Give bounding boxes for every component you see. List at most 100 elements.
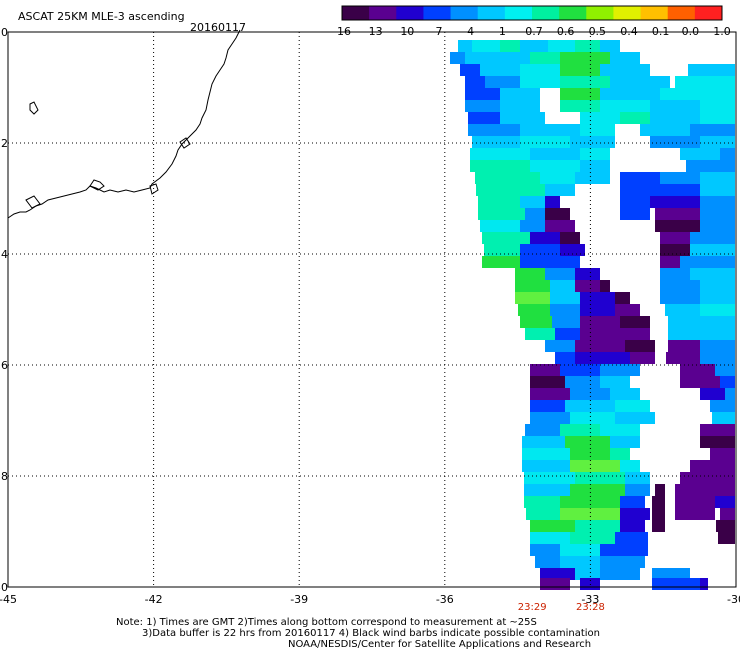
wind-cell	[580, 328, 620, 340]
wind-cell	[580, 160, 610, 172]
wind-cell	[716, 520, 735, 532]
wind-cell	[522, 436, 565, 448]
wind-cell	[700, 112, 735, 124]
wind-cell	[525, 424, 560, 436]
wind-cell	[575, 352, 630, 364]
wind-cell	[700, 220, 735, 232]
colorbar-swatch	[559, 6, 587, 20]
wind-cell	[570, 484, 625, 496]
wind-cell	[715, 496, 735, 508]
wind-cell	[458, 40, 472, 52]
wind-cell	[718, 532, 735, 544]
wind-cell	[720, 148, 735, 160]
colorbar-swatch	[694, 6, 723, 20]
wind-cell	[575, 280, 600, 292]
wind-cell	[655, 208, 700, 220]
wind-cell	[615, 400, 650, 412]
wind-cell	[540, 578, 570, 590]
wind-cell	[660, 268, 690, 280]
wind-cell	[468, 112, 500, 124]
wind-cell	[560, 508, 620, 520]
wind-cell	[560, 424, 600, 436]
wind-cell	[550, 304, 580, 316]
wind-cell	[700, 424, 735, 436]
wind-cell	[610, 388, 640, 400]
wind-cell	[700, 196, 735, 208]
wind-cell	[666, 352, 700, 364]
wind-cell	[600, 568, 640, 580]
wind-cell	[560, 364, 600, 376]
wind-cell	[620, 172, 660, 184]
plot-frame	[7, 31, 737, 588]
wind-cell	[650, 184, 700, 196]
wind-cell	[660, 244, 690, 256]
wind-cell	[570, 412, 615, 424]
wind-cell	[600, 88, 660, 100]
wind-cell	[565, 436, 610, 448]
wind-cell	[650, 112, 700, 124]
wind-cell	[565, 376, 600, 388]
longitude-labels: -45 -42 -39 -36 -33 -30	[0, 593, 740, 606]
wind-cell	[720, 508, 735, 520]
wind-cell	[575, 40, 600, 52]
wind-cell	[470, 148, 530, 160]
wind-cell	[478, 196, 520, 208]
note-line-3: NOAA/NESDIS/Center for Satellite Applica…	[288, 639, 592, 650]
colorbar-border	[341, 5, 723, 21]
wind-cell	[700, 304, 735, 316]
wind-cell	[570, 448, 610, 460]
wind-cell	[465, 88, 500, 100]
longitude-label: -42	[145, 593, 163, 606]
wind-cell	[500, 88, 540, 100]
wind-cell	[700, 280, 735, 292]
wind-cell	[560, 52, 610, 64]
time-labels: 23:29 23:28	[518, 602, 605, 613]
wind-cell	[660, 280, 700, 292]
wind-cell	[652, 496, 665, 508]
wind-cell	[560, 100, 600, 112]
wind-cell	[500, 112, 545, 124]
wind-cell	[520, 220, 545, 232]
wind-cell	[650, 100, 700, 112]
wind-cell	[686, 160, 735, 172]
wind-cell	[700, 184, 735, 196]
wind-cell	[650, 196, 700, 208]
wind-cell	[530, 400, 565, 412]
wind-cell	[580, 124, 615, 136]
wind-cell	[480, 220, 520, 232]
wind-cell	[700, 172, 735, 184]
wind-cell	[720, 484, 735, 496]
wind-cell	[522, 448, 570, 460]
wind-cell	[668, 328, 735, 340]
wind-cell	[700, 352, 735, 364]
lat-lon-grid	[8, 32, 736, 587]
wind-cell	[690, 244, 735, 256]
wind-cell	[560, 544, 600, 556]
wind-cell	[530, 412, 570, 424]
wind-cell	[545, 268, 575, 280]
wind-cell	[620, 328, 650, 340]
wind-cell	[660, 292, 700, 304]
wind-cell	[700, 340, 735, 352]
wind-cell	[580, 148, 610, 160]
wind-cell	[620, 316, 650, 328]
wind-cell	[650, 136, 700, 148]
wind-cell	[600, 280, 610, 292]
wind-cell	[450, 52, 465, 64]
wind-cell	[478, 208, 525, 220]
wind-cell	[575, 568, 600, 580]
wind-cell	[688, 64, 735, 76]
wind-cell	[525, 208, 545, 220]
wind-cell	[465, 100, 500, 112]
longitude-label: -45	[0, 593, 17, 606]
wind-cell	[475, 172, 540, 184]
wind-cell	[472, 136, 520, 148]
wind-cell	[625, 484, 650, 496]
wind-cell	[476, 184, 545, 196]
wind-cell	[620, 112, 650, 124]
wind-cell	[690, 460, 735, 472]
colorbar-swatch	[396, 6, 424, 20]
colorbar-swatch	[342, 6, 370, 20]
wind-cell	[530, 532, 570, 544]
wind-cell	[472, 40, 500, 52]
